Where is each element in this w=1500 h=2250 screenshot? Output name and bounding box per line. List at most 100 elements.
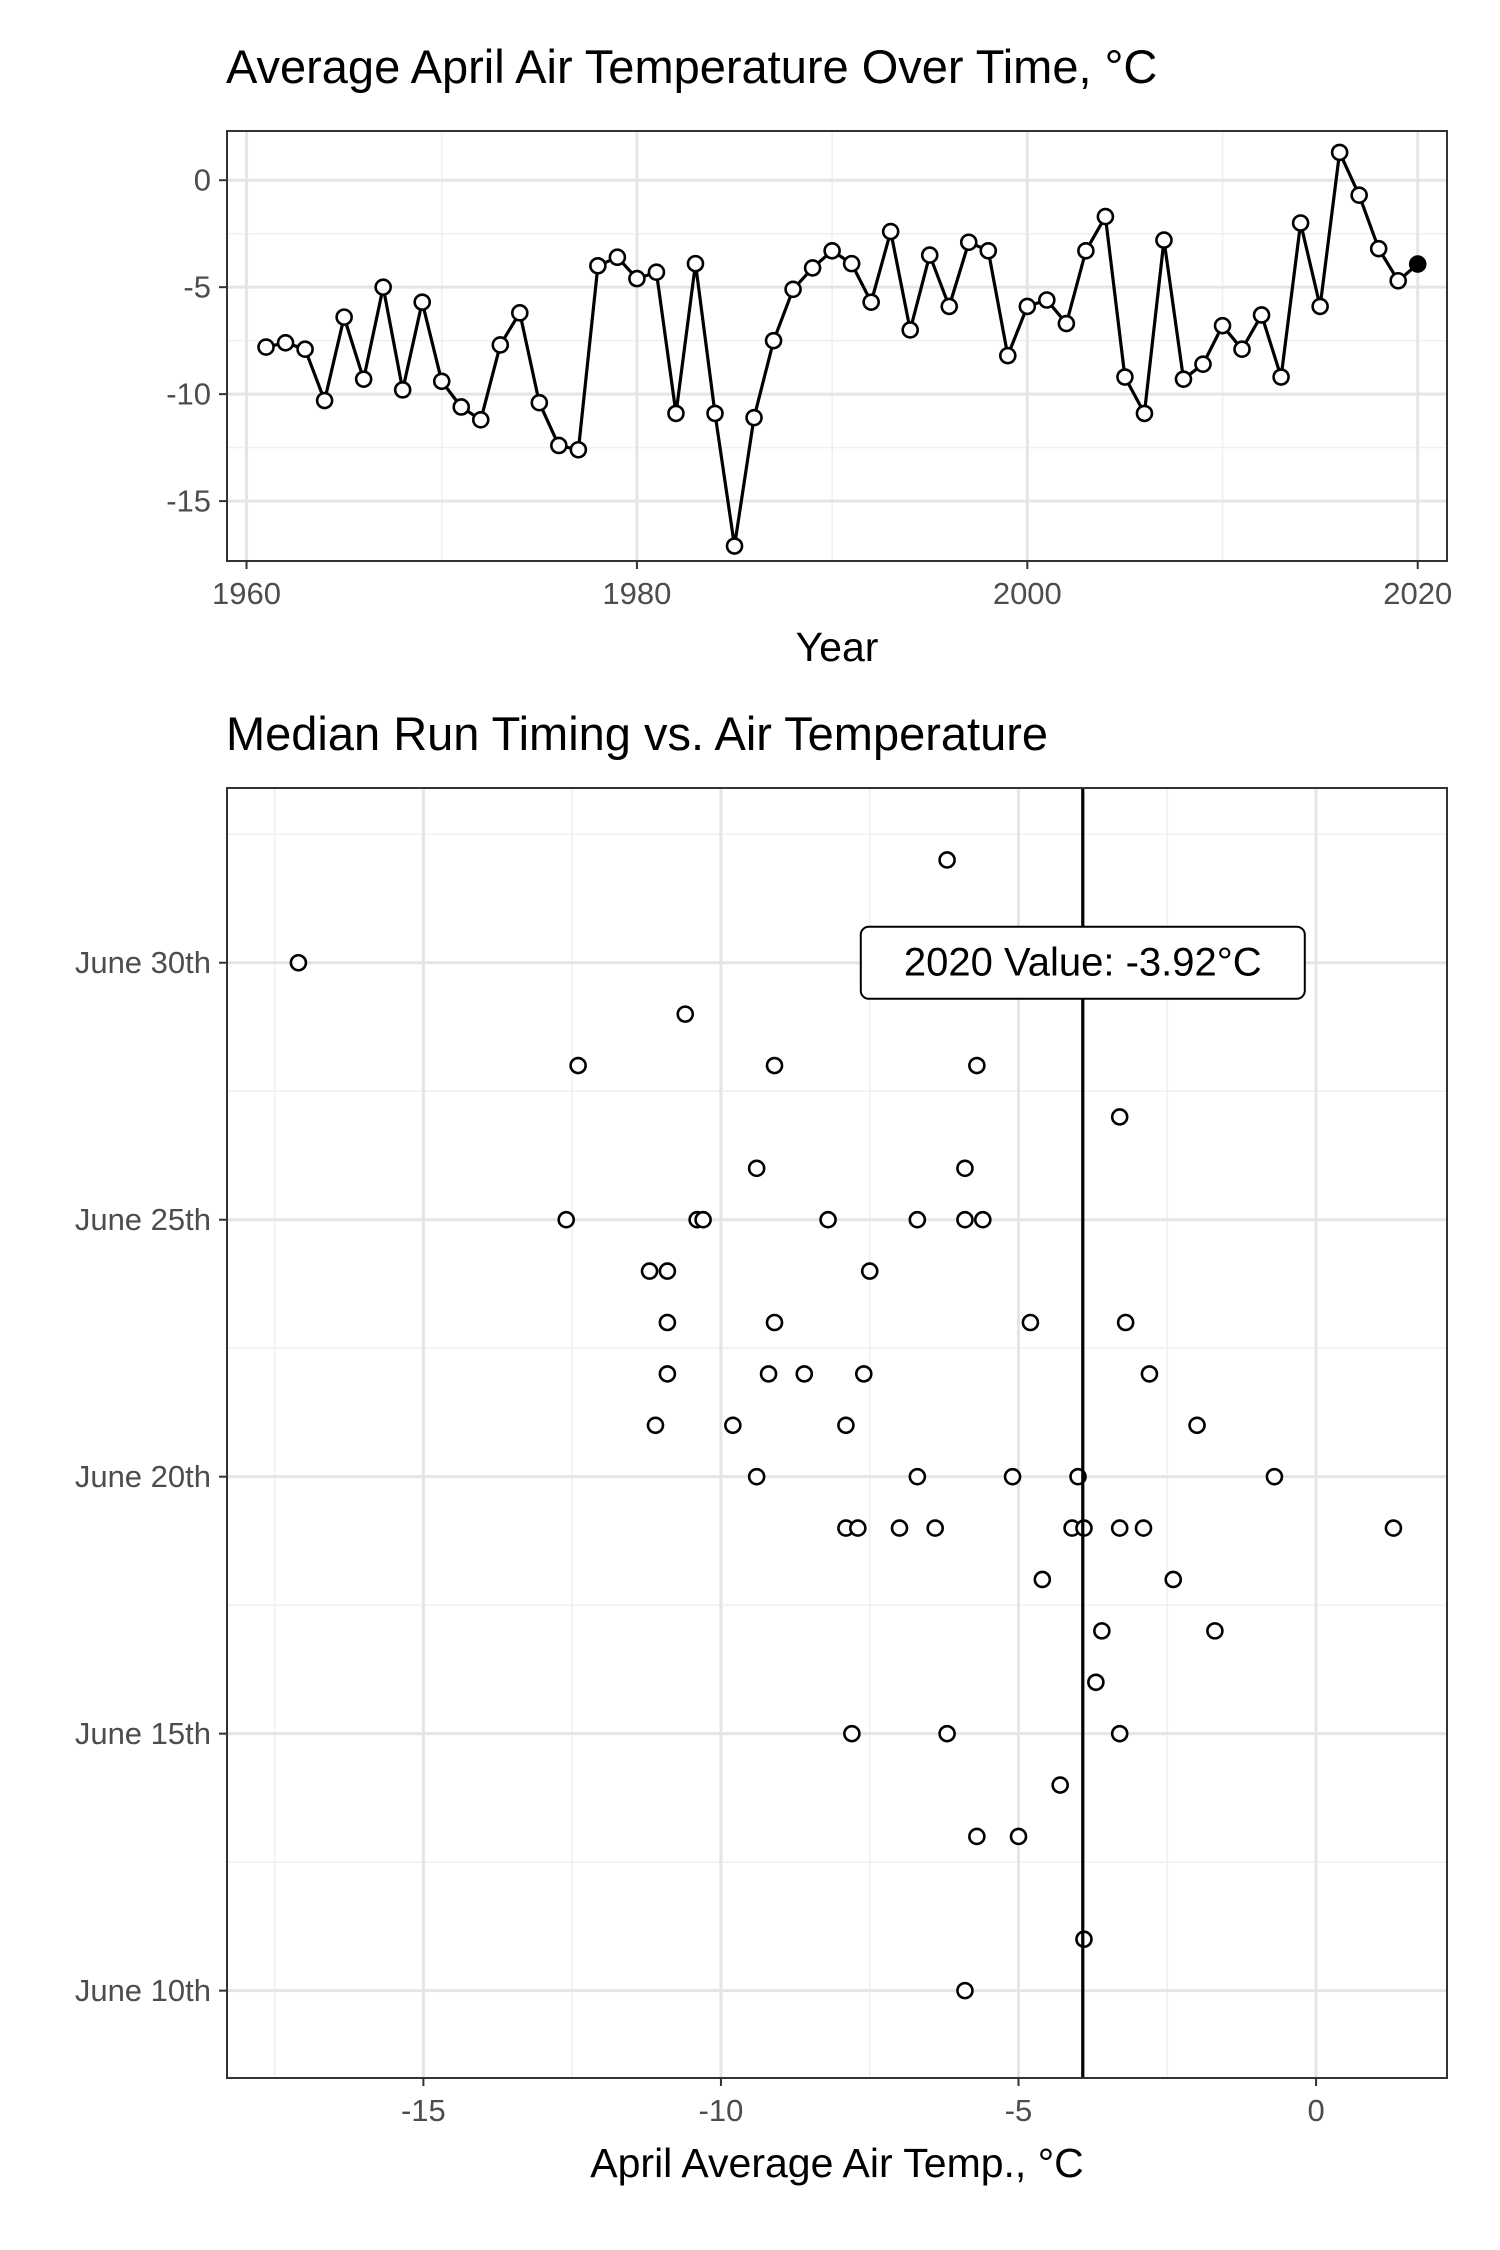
data-point [510, 304, 529, 322]
data-point [956, 1981, 974, 2000]
data-point [765, 1313, 784, 1332]
data-point [374, 278, 392, 296]
data-point [257, 338, 275, 356]
data-point [296, 340, 314, 359]
y-tick-label: June 20th [75, 1459, 211, 1494]
data-point [432, 372, 451, 391]
series [289, 851, 1403, 2000]
x-tick-label: -5 [1005, 2093, 1033, 2128]
data-point [354, 370, 373, 388]
series [257, 143, 1427, 555]
x-tick-label: 2000 [993, 576, 1062, 611]
data-point [667, 404, 685, 423]
reference-label-box [859, 925, 1306, 1000]
data-point [1164, 1570, 1183, 1589]
x-axis-title: Year [796, 624, 879, 670]
data-point [646, 1416, 665, 1435]
data-point [765, 1056, 784, 1075]
data-point [1110, 1519, 1129, 1537]
data-point [589, 256, 607, 275]
data-point [471, 411, 490, 429]
data-point [908, 1467, 927, 1486]
data-point [908, 1210, 927, 1229]
data-point [968, 1056, 986, 1075]
data-point [647, 263, 666, 281]
data-point [901, 321, 920, 339]
data-point [1135, 404, 1154, 423]
data-point [557, 1210, 576, 1229]
data-point [1018, 297, 1037, 316]
data-point [1051, 1776, 1069, 1794]
data-point [759, 1365, 778, 1383]
data-point [819, 1210, 837, 1229]
y-tick-label: June 25th [75, 1202, 211, 1237]
data-point [1265, 1467, 1284, 1486]
data-point [413, 293, 432, 311]
axes: 1960 1980 2000 2020 0 -5 -10 -15 [166, 163, 1452, 611]
data-point [837, 1416, 855, 1435]
data-point [747, 1159, 766, 1178]
y-tick-label: 0 [194, 163, 211, 198]
y-tick-label: June 15th [75, 1716, 211, 1751]
data-point [1077, 242, 1095, 260]
data-point [1213, 316, 1232, 335]
highlight-point-2020 [1408, 255, 1427, 273]
data-point [1110, 1108, 1129, 1126]
data-point [881, 222, 900, 241]
data-point [658, 1365, 677, 1383]
x-axis-title: April Average Air Temp., °C [590, 2140, 1083, 2186]
run-timing-vs-temperature-chart: Median Run Timing vs. Air Temperature 20… [75, 707, 1448, 2186]
data-point [724, 1416, 742, 1435]
data-point [956, 1159, 974, 1178]
data-point [843, 1724, 861, 1743]
data-point [1038, 291, 1056, 309]
data-point [1174, 370, 1193, 388]
data-point [1033, 1570, 1052, 1589]
data-point [1096, 207, 1115, 226]
data-point [1369, 239, 1388, 258]
data-point [1291, 214, 1310, 232]
data-point [608, 248, 627, 267]
data-point [979, 242, 998, 260]
data-point [569, 1056, 587, 1075]
axes: -15 -10 -5 0 June 10th June 15th June 20th June… [75, 945, 1325, 2128]
data-point [849, 1519, 867, 1537]
data-point [289, 953, 308, 972]
x-tick-label: 0 [1307, 2093, 1324, 2128]
data-point [1252, 306, 1271, 324]
data-point [1330, 143, 1349, 162]
data-point [658, 1313, 677, 1332]
data-point [968, 1827, 986, 1846]
data-point [920, 246, 939, 264]
y-tick-label: -10 [166, 377, 211, 412]
data-point [1021, 1313, 1040, 1332]
data-point [890, 1519, 909, 1537]
y-tick-label: June 10th [75, 1973, 211, 2008]
temperature-over-time-chart: Average April Air Temperature Over Time,… [166, 40, 1452, 670]
data-point [1134, 1519, 1153, 1537]
x-tick-label: 1960 [212, 576, 281, 611]
data-point [998, 346, 1017, 365]
data-point [694, 1210, 712, 1229]
data-point [706, 404, 724, 423]
data-point [1057, 314, 1076, 333]
data-point [1194, 355, 1212, 373]
data-point [1093, 1622, 1111, 1640]
plot-panel [226, 787, 1448, 2079]
plot-panel [226, 130, 1448, 562]
data-point [550, 436, 568, 455]
data-point [1087, 1673, 1105, 1692]
data-point [1350, 186, 1368, 204]
data-point [1116, 1313, 1135, 1332]
data-point [1384, 1519, 1403, 1537]
data-point [1110, 1724, 1129, 1743]
data-point [491, 336, 510, 354]
data-point [1206, 1622, 1224, 1640]
reference-label-text: 2020 Value: -3.92°C [904, 941, 1262, 985]
data-point [676, 1005, 695, 1023]
gridlines [227, 131, 1447, 561]
data-point [1003, 1467, 1022, 1486]
data-point [315, 391, 334, 410]
data-point [686, 254, 705, 273]
